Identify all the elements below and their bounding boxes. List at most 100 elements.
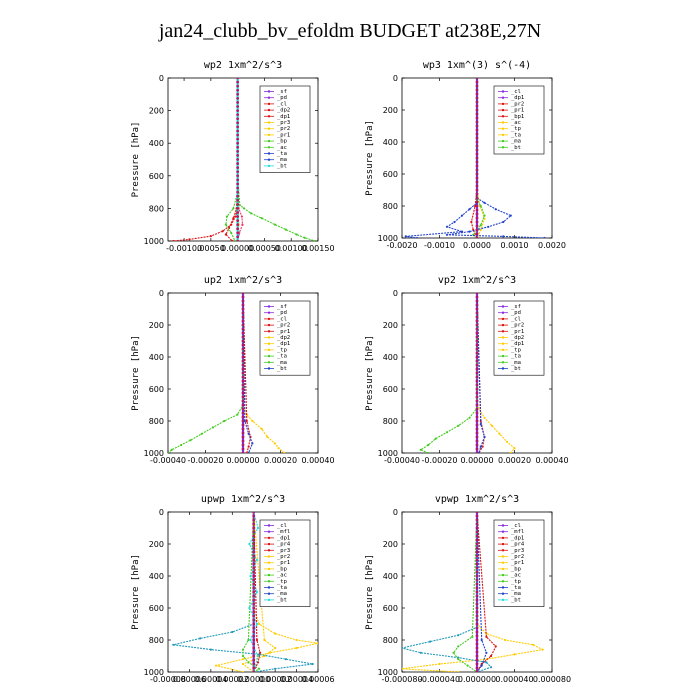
x-tick-label: -0.00020: [422, 456, 458, 465]
series-point: [541, 648, 544, 651]
legend-label: _ma: [511, 591, 521, 597]
legend-label: _bt: [511, 145, 521, 151]
series-point: [402, 646, 404, 650]
zero-profile-point: [236, 109, 240, 112]
legend-marker: [267, 146, 271, 149]
legend-label: _bt: [277, 597, 287, 603]
series-point: [504, 638, 507, 642]
zero-profile-point: [236, 219, 240, 223]
zero-profile-point: [252, 570, 256, 574]
zero-profile-point: [241, 439, 245, 443]
series-point: [172, 643, 175, 646]
legend-marker: [501, 121, 505, 124]
zero-profile-point: [475, 216, 479, 220]
legend-label: _bp: [277, 139, 287, 145]
series-point: [188, 238, 191, 241]
x-tick-label: 0.00100: [275, 244, 308, 253]
series-line-pr2: [476, 293, 516, 453]
legend-label: _sf: [277, 89, 287, 95]
legend-label: _pr4: [277, 542, 291, 548]
zero-profile-point: [236, 231, 240, 235]
series-point: [452, 651, 455, 654]
zero-profile-point: [252, 606, 256, 610]
zero-profile-point: [475, 100, 479, 104]
zero-profile-point: [475, 200, 479, 204]
legend-marker: [267, 524, 271, 527]
legend-marker: [267, 96, 271, 99]
legend-label: _ac: [277, 573, 287, 579]
zero-profile-point: [475, 188, 479, 192]
zero-profile-point: [236, 121, 240, 125]
series-point: [248, 606, 251, 610]
zero-profile-point: [241, 363, 245, 367]
zero-profile-point: [241, 307, 245, 311]
y-tick-label: 600: [383, 170, 398, 179]
zero-profile-point: [252, 582, 256, 586]
legend-label: _tp: [511, 347, 521, 353]
zero-profile-point: [252, 638, 256, 642]
zero-profile-point: [475, 78, 479, 80]
zero-profile-point: [236, 190, 240, 194]
x-tick-label: 0.00006: [301, 675, 334, 684]
zero-profile-point: [252, 666, 256, 670]
legend-label: _cl: [511, 89, 521, 95]
zero-profile-point: [475, 654, 479, 658]
series-point: [466, 664, 469, 667]
legend-label: _pr2: [277, 554, 290, 560]
zero-profile-point: [475, 514, 479, 518]
series-point: [255, 558, 259, 562]
zero-profile-point: [475, 586, 479, 590]
series-point: [233, 239, 237, 241]
zero-profile-point: [475, 104, 479, 108]
legend-label: _pr1: [277, 560, 290, 566]
series-point: [509, 451, 512, 453]
zero-profile-point: [475, 168, 479, 172]
legend-marker: [501, 311, 505, 314]
legend-label: _pd: [511, 310, 521, 316]
series-point: [489, 666, 493, 669]
zero-profile-point: [475, 634, 479, 638]
legend-marker: [501, 361, 505, 364]
series-point: [209, 648, 212, 651]
legend-marker: [267, 108, 271, 112]
series-point: [211, 426, 215, 429]
legend-marker: [501, 90, 505, 93]
series-point: [513, 653, 516, 656]
zero-profile-point: [475, 542, 479, 546]
x-tick-label: 0.00002: [259, 675, 292, 684]
zero-profile-point: [475, 184, 479, 188]
series-point: [260, 427, 263, 431]
series-line-pr1: [216, 512, 318, 672]
series-point: [241, 654, 245, 658]
y-tick-label: 200: [383, 321, 398, 330]
y-tick-label: 400: [149, 572, 164, 581]
zero-profile-point: [475, 582, 479, 586]
series-point: [274, 632, 277, 635]
y-tick-label: 200: [149, 107, 164, 116]
legend-label: _ma: [511, 139, 521, 145]
legend-marker: [501, 330, 505, 333]
series-point: [232, 217, 235, 220]
y-axis-label: Pressure [hPa]: [131, 122, 141, 198]
series-point: [241, 223, 244, 226]
series-point: [247, 638, 250, 642]
legend-label: _cl: [277, 101, 287, 107]
zero-profile-point: [236, 88, 240, 92]
zero-profile-point: [241, 319, 245, 323]
x-tick-label: 0.00000: [221, 244, 254, 253]
zero-profile-point: [241, 435, 245, 439]
legend-marker: [267, 158, 271, 161]
zero-profile-point: [475, 108, 479, 112]
zero-profile-point: [252, 598, 256, 602]
zero-profile-point: [236, 96, 240, 100]
legend-marker: [267, 164, 271, 168]
legend-label: _tp: [277, 347, 287, 353]
zero-profile-point: [475, 359, 479, 363]
legend-marker: [267, 573, 271, 577]
series-point: [316, 642, 318, 645]
zero-profile-point: [241, 431, 245, 435]
series-point: [224, 233, 227, 236]
zero-profile-point: [475, 622, 479, 626]
series-point: [236, 413, 239, 416]
series-point: [189, 439, 192, 442]
